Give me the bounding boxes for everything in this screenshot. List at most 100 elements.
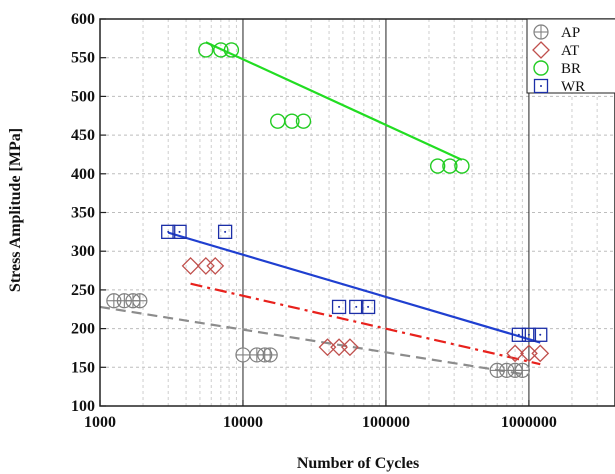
marker-dot — [355, 305, 358, 308]
fit-line-br — [205, 41, 463, 161]
marker-outline — [223, 42, 240, 58]
marker-dot — [224, 230, 227, 233]
legend-label-br: BR — [561, 61, 581, 77]
data-markers — [106, 42, 550, 378]
marker-dot — [167, 230, 170, 233]
legend-label-at: AT — [561, 43, 579, 59]
fit-line-wr — [167, 231, 541, 344]
y-tick-label: 400 — [71, 166, 95, 183]
marker-outline — [454, 158, 470, 174]
data-point-wr — [521, 327, 537, 342]
marker-outline — [341, 338, 359, 357]
marker-outline — [360, 299, 376, 315]
data-point-wr — [161, 224, 176, 240]
y-tick-label: 300 — [71, 243, 95, 260]
legend-box — [526, 18, 615, 94]
y-tick-label: 350 — [71, 205, 95, 222]
y-axis-label: Stress Amplitude [MPa] — [7, 128, 24, 292]
legend-marker-at — [532, 41, 550, 59]
marker-outline — [429, 158, 446, 174]
fit-lines — [99, 41, 541, 377]
data-point-br — [223, 42, 240, 58]
marker-outline — [330, 338, 348, 357]
data-point-ap — [235, 347, 251, 363]
x-axis-label: Number of Cycles — [297, 455, 419, 472]
marker-outline — [206, 256, 225, 275]
y-tick-label: 600 — [71, 11, 95, 28]
data-point-at — [341, 338, 359, 357]
marker-dot — [178, 230, 181, 233]
y-tick-label: 250 — [71, 282, 95, 299]
marker-dot — [527, 333, 530, 336]
marker-outline — [196, 256, 215, 275]
data-point-wr — [533, 327, 548, 342]
data-point-br — [213, 42, 229, 58]
data-point-at — [531, 344, 550, 363]
marker-dot — [338, 305, 341, 308]
axis-ticks: 100 150 200 250 300 350 400 450 500 550 600 1000 100… — [71, 11, 557, 431]
data-point-br — [454, 158, 470, 174]
marker-outline — [295, 113, 312, 129]
data-point-wr — [511, 327, 526, 342]
data-point-wr — [331, 299, 347, 315]
marker-outline — [349, 299, 364, 315]
y-tick-label: 500 — [71, 88, 95, 105]
legend-label-ap: AP — [561, 25, 580, 41]
marker-outline — [533, 327, 548, 342]
data-point-at — [196, 256, 215, 275]
x-tick-label: 1000000 — [501, 414, 557, 431]
y-tick-label: 450 — [71, 127, 95, 144]
marker-outline — [172, 224, 187, 240]
marker-outline — [198, 42, 214, 58]
marker-outline — [181, 256, 200, 275]
data-point-ap — [262, 347, 278, 363]
data-point-wr — [172, 224, 187, 240]
marker-outline — [531, 344, 550, 363]
legend-label-wr: WR — [561, 79, 585, 95]
fit-line-at — [190, 282, 541, 366]
data-point-br — [270, 113, 286, 129]
data-point-ap — [132, 293, 148, 309]
y-tick-label: 200 — [71, 321, 95, 338]
marker-outline — [506, 344, 524, 363]
marker-outline — [217, 224, 233, 240]
data-point-br — [198, 42, 214, 58]
legend-marker-ap — [533, 24, 549, 40]
fit-line-ap — [99, 305, 530, 377]
data-point-wr — [349, 299, 364, 315]
marker-outline — [532, 41, 550, 59]
data-point-at — [181, 256, 200, 275]
data-point-br — [284, 113, 300, 129]
marker-outline — [270, 113, 286, 129]
marker-outline — [161, 224, 176, 240]
marker-outline — [511, 327, 526, 342]
marker-dot — [539, 333, 542, 336]
data-point-wr — [360, 299, 376, 315]
marker-dot — [540, 85, 542, 87]
marker-outline — [284, 113, 300, 129]
legend-marker-br — [533, 60, 549, 76]
data-point-br — [295, 113, 312, 129]
data-point-wr — [217, 224, 233, 240]
data-point-at — [506, 344, 524, 363]
x-tick-label: 10000 — [223, 414, 263, 431]
legend: AP AT BR WR — [526, 18, 615, 95]
marker-outline — [442, 158, 458, 174]
y-tick-label: 100 — [71, 398, 95, 415]
y-tick-label: 150 — [71, 359, 95, 376]
marker-outline — [533, 60, 549, 76]
marker-dot — [517, 333, 520, 336]
legend-marker-wr — [533, 78, 549, 94]
data-point-at — [330, 338, 348, 357]
marker-dot — [367, 305, 370, 308]
marker-outline — [533, 78, 549, 94]
marker-outline — [331, 299, 347, 315]
data-point-at — [206, 256, 225, 275]
x-tick-label: 1000 — [84, 414, 116, 431]
data-point-br — [442, 158, 458, 174]
data-point-br — [429, 158, 446, 174]
x-tick-label: 100000 — [362, 414, 410, 431]
y-tick-label: 550 — [71, 50, 95, 67]
marker-outline — [213, 42, 229, 58]
